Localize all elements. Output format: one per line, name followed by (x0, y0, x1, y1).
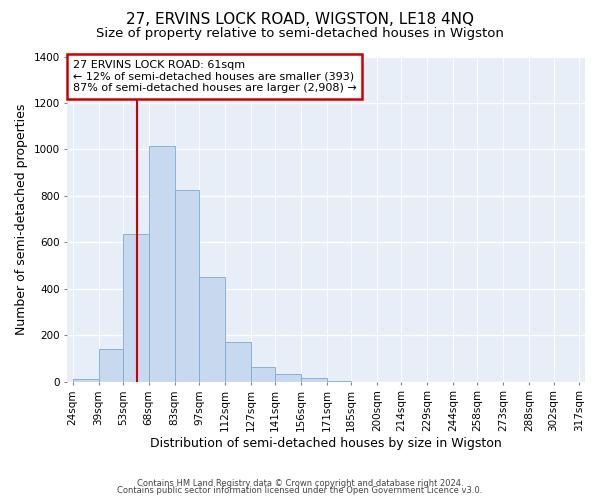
Bar (149, 146, 175, 382)
Text: Contains HM Land Registry data © Crown copyright and database right 2024.: Contains HM Land Registry data © Crown c… (137, 478, 463, 488)
Bar (301, 378, 327, 382)
Text: Size of property relative to semi-detached houses in Wigston: Size of property relative to semi-detach… (96, 28, 504, 40)
Bar (199, 277, 225, 382)
Text: 27 ERVINS LOCK ROAD: 61sqm
← 12% of semi-detached houses are smaller (393)
87% o: 27 ERVINS LOCK ROAD: 61sqm ← 12% of semi… (73, 60, 356, 93)
Bar (73, 380, 98, 382)
Bar (123, 234, 149, 382)
Bar (251, 366, 275, 382)
Bar (327, 380, 351, 382)
Y-axis label: Number of semi-detached properties: Number of semi-detached properties (15, 104, 28, 335)
Bar (225, 342, 251, 382)
Bar (275, 374, 301, 382)
X-axis label: Distribution of semi-detached houses by size in Wigston: Distribution of semi-detached houses by … (150, 437, 502, 450)
Text: 27, ERVINS LOCK ROAD, WIGSTON, LE18 4NQ: 27, ERVINS LOCK ROAD, WIGSTON, LE18 4NQ (126, 12, 474, 28)
Bar (98, 349, 123, 382)
Text: Contains public sector information licensed under the Open Government Licence v3: Contains public sector information licen… (118, 486, 482, 495)
Bar (175, 190, 199, 382)
